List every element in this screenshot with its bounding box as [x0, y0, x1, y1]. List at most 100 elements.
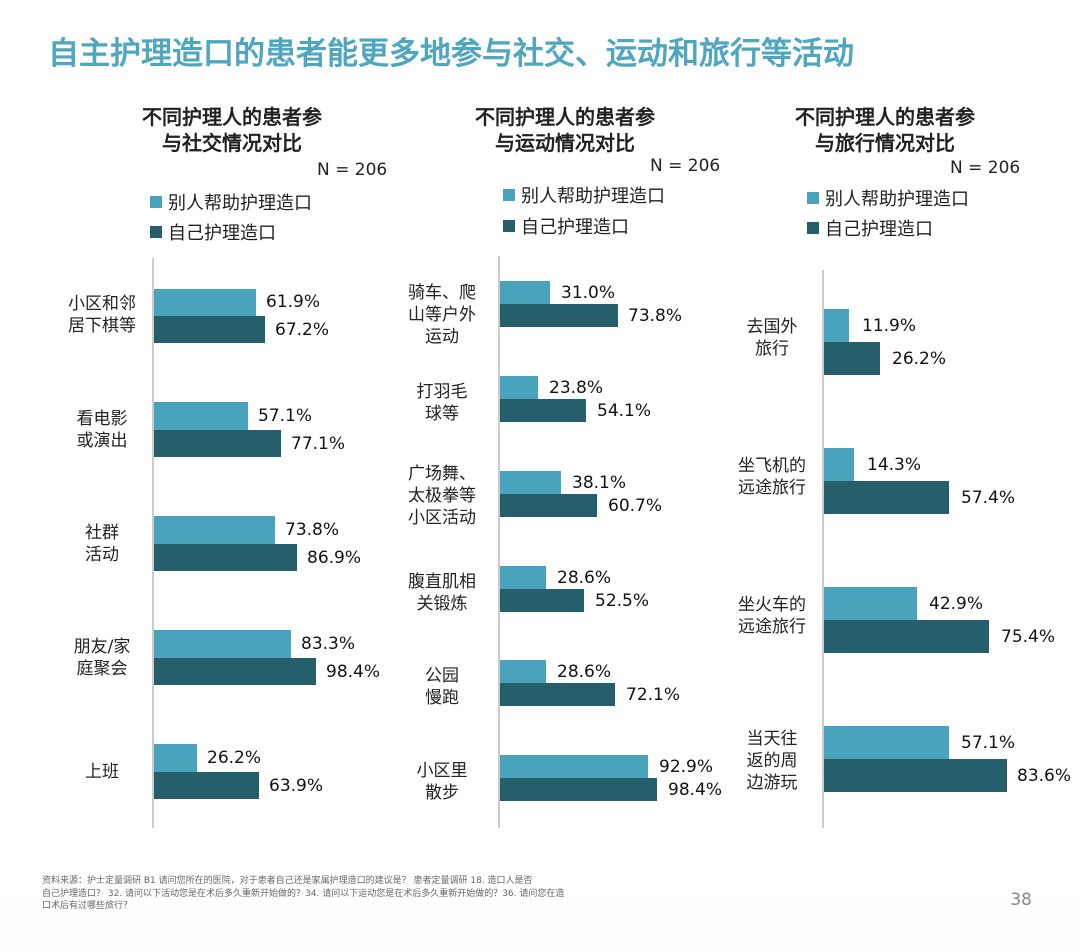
sports-chart-title-line-2: 与运动情况对比: [495, 131, 635, 155]
sports-category-label-3-line-2: 关锻炼: [416, 594, 468, 615]
social-category-label-3-line-2: 庭聚会: [76, 659, 128, 680]
sports-chart-title-line-1: 不同护理人的患者参: [475, 105, 655, 129]
social-bar-4-series-1: [154, 744, 197, 772]
sports-legend-label-series-2: 自己护理造口: [521, 217, 629, 238]
travel-chart-title: 不同护理人的患者参 与旅行情况对比: [765, 104, 1005, 156]
social-category-label-4-line-1: 上班: [85, 762, 119, 782]
social-value-2-series-2: 86.9%: [307, 548, 362, 568]
social-legend-label-series-1: 别人帮助护理造口: [168, 193, 312, 214]
sports-category-label-0-line-1: 骑车、爬: [408, 283, 476, 303]
travel-value-2-series-2: 75.4%: [1001, 627, 1056, 647]
social-category-label-0-line-1: 小区和邻: [68, 294, 136, 314]
sports-category-label-5-line-1: 小区里: [416, 761, 468, 781]
sports-value-0-series-2: 73.8%: [628, 306, 683, 326]
sports-value-2-series-1: 38.1%: [572, 473, 627, 493]
social-category-label-0-line-2: 居下棋等: [68, 316, 136, 337]
source-note-line-1: 资料来源：护士定量调研 B1 请问您所在的医院，对于患者自己还是家属护理造口的建…: [42, 876, 533, 886]
sports-bar-2-series-1: [500, 471, 561, 494]
social-value-3-series-2: 98.4%: [326, 662, 381, 682]
travel-category-label-0-line-1: 去国外: [746, 317, 798, 337]
sports-bar-5-series-2: [500, 778, 657, 801]
travel-category-label-3: 当天往 返的周 边游玩: [726, 728, 818, 794]
sports-category-label-1-line-1: 打羽毛: [416, 382, 468, 402]
travel-category-label-1-line-2: 远途旅行: [738, 478, 806, 499]
social-category-label-2-line-2: 活动: [85, 545, 119, 566]
social-n-label: N = 206: [317, 160, 388, 180]
travel-n-label: N = 206: [950, 158, 1021, 178]
travel-category-label-3-line-3: 边游玩: [746, 773, 798, 794]
travel-value-0-series-1: 11.9%: [862, 316, 917, 336]
sports-value-1-series-2: 54.1%: [597, 401, 652, 421]
sports-chart-title: 不同护理人的患者参 与运动情况对比: [445, 104, 685, 156]
travel-bar-3-series-1: [824, 726, 949, 759]
social-category-label-4: 上班: [54, 761, 150, 783]
sports-category-label-3: 腹直肌相 关锻炼: [390, 571, 494, 615]
source-note-line-3: 口术后有过哪些旅行？: [42, 901, 133, 912]
travel-category-label-1-line-1: 坐飞机的: [738, 456, 806, 476]
sports-bar-1-series-1: [500, 376, 538, 399]
travel-bar-2-series-1: [824, 587, 917, 620]
social-bar-1-series-1: [154, 402, 248, 430]
sports-category-label-3-line-1: 腹直肌相: [408, 572, 476, 592]
travel-legend-swatch-series-1: [807, 192, 819, 204]
social-bar-1-series-2: [154, 430, 281, 457]
travel-bar-0-series-1: [824, 309, 849, 342]
social-legend-swatch-series-1: [150, 196, 162, 208]
sports-bar-0-series-1: [500, 281, 550, 304]
social-chart-title-line-1: 不同护理人的患者参: [142, 105, 322, 129]
social-bar-4-series-2: [154, 772, 259, 799]
sports-category-label-5: 小区里 散步: [390, 760, 494, 804]
sports-value-4-series-1: 28.6%: [557, 662, 612, 682]
travel-bar-1-series-1: [824, 448, 854, 481]
social-value-2-series-1: 73.8%: [285, 520, 340, 540]
travel-category-label-2-line-2: 远途旅行: [738, 617, 806, 638]
sports-value-0-series-1: 31.0%: [561, 283, 616, 303]
travel-category-label-0: 去国外 旅行: [726, 316, 818, 360]
travel-axis-line: [822, 270, 824, 828]
sports-n-label: N = 206: [650, 156, 721, 176]
social-category-label-1-line-1: 看电影: [76, 409, 128, 429]
sports-category-label-2-line-2: 太极拳等: [408, 486, 476, 507]
sports-category-label-4: 公园 慢跑: [390, 665, 494, 709]
sports-legend-swatch-series-1: [503, 189, 515, 201]
sports-bar-2-series-2: [500, 494, 597, 517]
travel-legend-label-series-2: 自己护理造口: [825, 219, 933, 240]
sports-bar-3-series-1: [500, 566, 546, 589]
sports-category-label-0-line-3: 运动: [425, 327, 459, 348]
sports-category-label-5-line-2: 散步: [425, 783, 459, 804]
sports-value-5-series-1: 92.9%: [659, 757, 714, 777]
travel-bar-1-series-2: [824, 481, 949, 514]
social-category-label-0: 小区和邻 居下棋等: [54, 293, 150, 337]
page-number: 38: [1010, 890, 1032, 910]
travel-category-label-0-line-2: 旅行: [755, 339, 789, 360]
social-category-label-1: 看电影 或演出: [54, 408, 150, 452]
main-title: 自主护理造口的患者能更多地参与社交、运动和旅行等活动: [48, 36, 854, 72]
sports-legend-label-series-1: 别人帮助护理造口: [521, 186, 665, 207]
social-category-label-3: 朋友/家 庭聚会: [54, 636, 150, 680]
travel-category-label-1: 坐飞机的 远途旅行: [726, 455, 818, 499]
social-bar-3-series-2: [154, 658, 316, 685]
social-bar-2-series-2: [154, 544, 297, 571]
source-note-line-2: 自己护理造口？ 32. 请问以下活动您是在术后多久重新开始做的？34. 请问以下…: [42, 888, 565, 899]
social-bar-0-series-2: [154, 316, 265, 343]
travel-value-1-series-1: 14.3%: [867, 455, 922, 475]
social-legend-swatch-series-2: [150, 226, 162, 238]
sports-category-label-0: 骑车、爬 山等户外 运动: [390, 282, 494, 348]
social-value-1-series-1: 57.1%: [258, 406, 313, 426]
travel-category-label-2-line-1: 坐火车的: [738, 595, 806, 615]
travel-category-label-3-line-2: 返的周: [746, 751, 798, 772]
sports-value-4-series-2: 72.1%: [626, 685, 681, 705]
social-bar-2-series-1: [154, 516, 275, 544]
travel-value-3-series-2: 83.6%: [1017, 766, 1072, 786]
sports-category-label-2-line-3: 小区活动: [408, 508, 476, 529]
source-note: 资料来源：护士定量调研 B1 请问您所在的医院，对于患者自己还是家属护理造口的建…: [42, 875, 662, 913]
social-bar-3-series-1: [154, 630, 291, 658]
social-bar-0-series-1: [154, 289, 256, 316]
travel-value-3-series-1: 57.1%: [961, 733, 1016, 753]
sports-bar-5-series-1: [500, 755, 648, 778]
sports-category-label-1-line-2: 球等: [425, 404, 459, 425]
sports-category-label-2-line-1: 广场舞、: [408, 464, 476, 484]
travel-bar-2-series-2: [824, 620, 989, 653]
sports-bar-4-series-2: [500, 683, 615, 706]
